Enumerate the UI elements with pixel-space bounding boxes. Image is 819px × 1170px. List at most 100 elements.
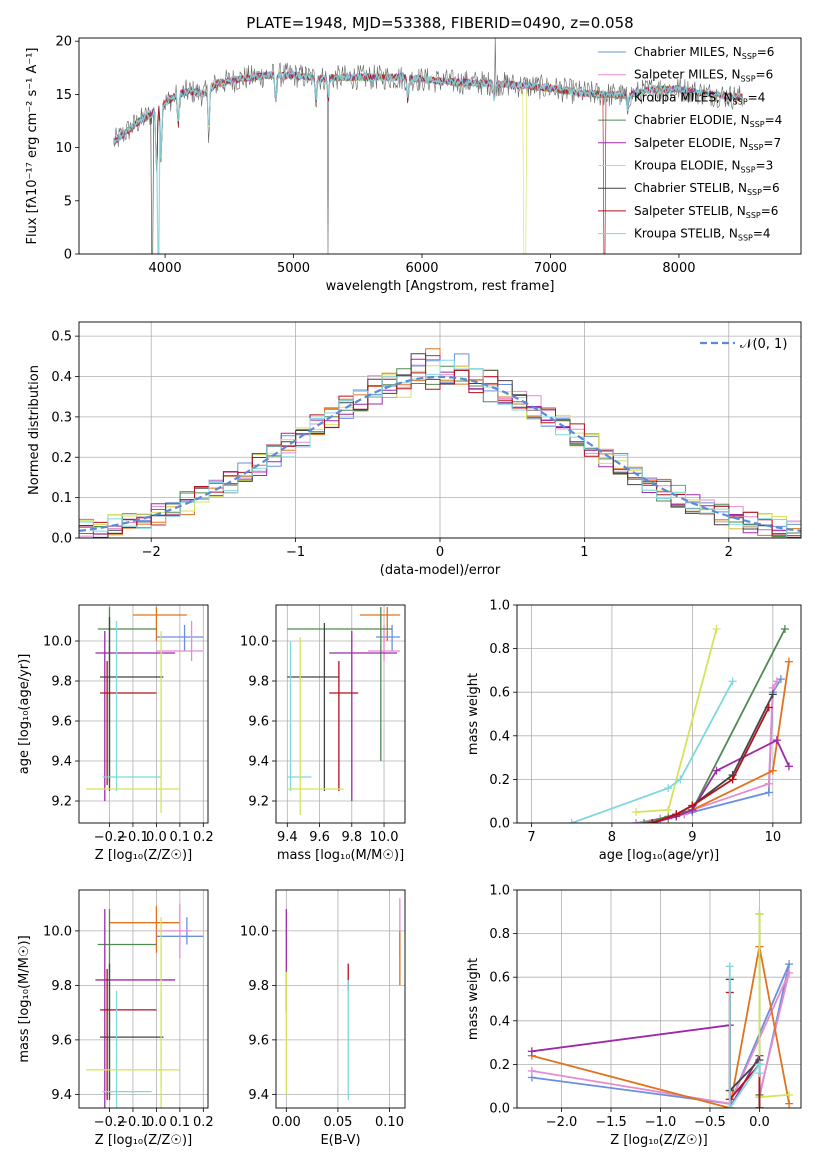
x-axis-label: Z [log₁₀(Z/Z☉)]	[95, 1133, 192, 1148]
y-tick-label: 9.8	[51, 675, 72, 690]
normal-curve	[79, 375, 801, 532]
y-tick-label: 0.4	[489, 1014, 510, 1029]
y-tick-label: 0.0	[51, 532, 72, 547]
legend-entry: Salpeter STELIB, NSSP=6	[634, 204, 778, 220]
x-tick-label: 0.00	[272, 1115, 301, 1130]
y-tick-label: 0.8	[489, 927, 510, 942]
x-tick-label: 9.4	[277, 830, 298, 845]
age_vs_mass-frame	[275, 604, 406, 824]
legend-value: =4	[748, 90, 766, 104]
mass_vs_ebv-axes: 0.00 0.05 0.10 9.4 9.6 9.8 10.0 E(B-V)	[240, 890, 405, 1148]
x-tick-label: 0.05	[323, 1115, 352, 1130]
y-tick-label: 9.6	[248, 715, 269, 730]
y-tick-label: 0.2	[51, 451, 72, 466]
y-tick-label: 1.0	[489, 884, 510, 899]
y-tick-label: 1.0	[489, 599, 510, 614]
x-tick-label: 2	[725, 545, 733, 560]
y-axis-label: age [log₁₀(age/yr)]	[17, 654, 32, 775]
legend-value: =4	[753, 227, 771, 241]
x-tick-label: −2	[142, 545, 161, 560]
weight-line-k_stelib	[728, 966, 761, 1108]
legend-subscript: SSP	[742, 52, 757, 61]
legend-subscript: SSP	[741, 75, 756, 84]
spectrum-lines	[113, 38, 744, 254]
legend-entry: Salpeter MILES, NSSP=6	[634, 68, 773, 84]
x-tick-label: 5000	[277, 261, 310, 276]
weight-line-k_stelib	[571, 680, 734, 823]
y-tick-label: 9.4	[51, 1088, 72, 1103]
age_vs_mass-points	[287, 607, 401, 815]
x-tick-label: 1	[580, 545, 588, 560]
y-tick-label: 0	[64, 248, 72, 263]
x-axis-label: Z [log₁₀(Z/Z☉)]	[95, 848, 192, 863]
mass_vs_Z-frame	[78, 889, 209, 1109]
age_vs_Z-axes: −0.2−0.10.0 0.1 0.2 9.2 9.4 9.6 9.8 10.0 Z [log₁…	[17, 605, 214, 863]
x-axis-label: wavelength [Angstrom, rest frame]	[326, 279, 555, 294]
y-tick-label: 0.2	[489, 1058, 510, 1073]
y-tick-label: 9.2	[51, 795, 72, 810]
y-tick-label: 0.6	[489, 686, 510, 701]
x-tick-label: −1	[286, 545, 305, 560]
weight-line-s_elodie	[651, 738, 790, 823]
legend-subscript: SSP	[741, 166, 756, 175]
x-tick-label: −0.5	[694, 1115, 726, 1130]
legend-subscript: SSP	[733, 97, 748, 106]
legend-value: =3	[756, 159, 774, 173]
x-tick-label: −2.0	[546, 1115, 578, 1130]
legend-entry: Kroupa ELODIE, NSSP=3	[634, 159, 773, 175]
x-axis-label: E(B-V)	[320, 1133, 360, 1148]
y-tick-label: 9.8	[51, 979, 72, 994]
x-tick-label: 0.1	[170, 1115, 191, 1130]
x-tick-label: −0.2	[94, 830, 126, 845]
x-tick-label: 0.2	[193, 1115, 214, 1130]
legend-entry: Salpeter ELODIE, NSSP=7	[634, 136, 781, 152]
x-axis-label: age [log₁₀(age/yr)]	[599, 848, 720, 863]
y-tick-label: 0.4	[51, 370, 72, 385]
model-spectrum-k_stelib	[113, 69, 744, 254]
y-tick-label: 9.4	[248, 755, 269, 770]
y-tick-label: 0.0	[489, 1102, 510, 1117]
legend-subscript: SSP	[748, 143, 763, 152]
y-tick-label: 9.8	[248, 979, 269, 994]
x-tick-label: 9.8	[341, 830, 362, 845]
x-tick-label: 8	[608, 830, 616, 845]
x-axis-label: Z [log₁₀(Z/Z☉)]	[610, 1133, 707, 1148]
x-axis-label: (data-model)/error	[380, 563, 501, 578]
y-tick-label: 10.0	[240, 924, 269, 939]
observed-spectrum	[113, 38, 743, 254]
x-tick-label: −1.5	[595, 1115, 627, 1130]
y-tick-label: 9.4	[51, 755, 72, 770]
weight-line-c_elodie	[643, 628, 786, 823]
y-axis-label: mass weight	[466, 958, 481, 1040]
x-tick-label: 0.0	[146, 1115, 167, 1130]
legend-entry: Chabrier STELIB, NSSP=6	[634, 181, 780, 197]
y-axis-label: Normed distribution	[27, 365, 42, 495]
x-tick-label: 7000	[534, 261, 567, 276]
legend-subscript: SSP	[747, 188, 762, 197]
legend-entry: Kroupa MILES, NSSP=4	[634, 90, 765, 106]
spectrum-legend: Chabrier MILES, NSSP=6 Salpeter MILES, NS…	[598, 45, 782, 243]
mass_vs_ebv-points	[285, 898, 401, 1100]
x-tick-label: 0.0	[749, 1115, 770, 1130]
histogram-k_stelib	[79, 359, 801, 538]
weight_vs_age-frame	[516, 604, 802, 824]
y-tick-label: 15	[55, 88, 72, 103]
x-tick-label: −0.1	[117, 1115, 149, 1130]
mass_vs_Z-axes: −0.2−0.10.0 0.1 0.2 9.4 9.6 9.8 10.0 Z [log₁₀(Z…	[17, 890, 214, 1148]
legend-entry: 𝒩(0, 1)	[740, 337, 787, 352]
x-tick-label: 10	[765, 830, 782, 845]
x-tick-label: 0.2	[193, 830, 214, 845]
x-tick-label: −1.0	[645, 1115, 677, 1130]
age_vs_Z-points	[86, 607, 204, 813]
legend-entry: Chabrier MILES, NSSP=6	[634, 45, 774, 61]
x-tick-label: 0.0	[146, 830, 167, 845]
spectrum-axes: 4000 5000 6000 7000 8000 0 5 10 15 20 wavelength […	[25, 35, 696, 294]
y-tick-label: 10.0	[240, 635, 269, 650]
legend-value: =6	[756, 68, 774, 82]
y-axis-label: mass [log₁₀(M/M☉)]	[17, 935, 32, 1062]
y-tick-label: 9.2	[248, 795, 269, 810]
y-tick-label: 10.0	[43, 924, 72, 939]
y-tick-label: 0.8	[489, 642, 510, 657]
x-tick-label: −0.2	[94, 1115, 126, 1130]
weight_vs_Z-frame	[516, 889, 802, 1109]
